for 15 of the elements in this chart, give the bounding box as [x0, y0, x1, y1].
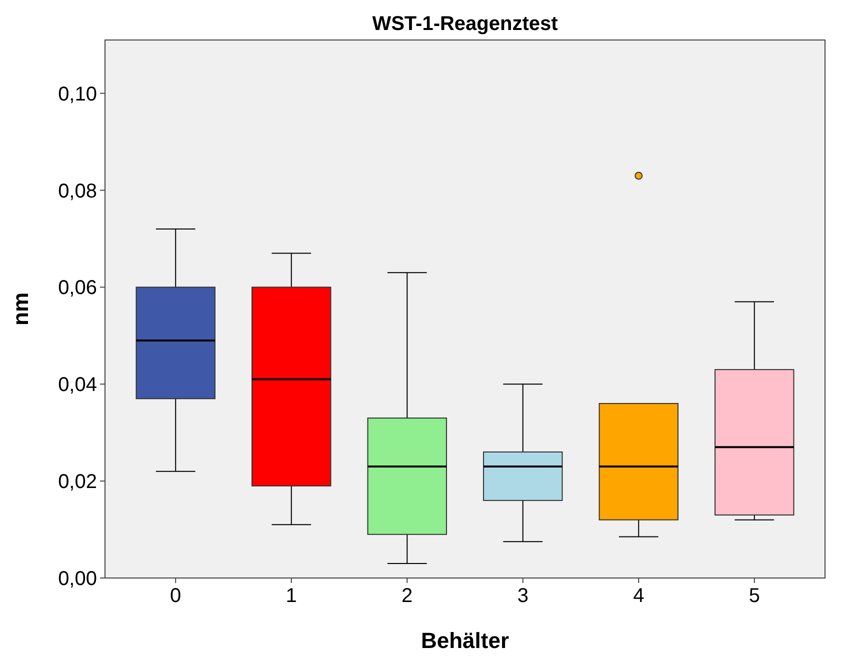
y-tick-label: 0,06 [58, 277, 97, 300]
x-tick-label: 0 [170, 585, 182, 607]
chart-title: WST-1-Reagenztest [372, 13, 558, 35]
y-tick-label: 0,02 [58, 471, 97, 494]
x-axis-title: Behälter [420, 628, 510, 653]
y-tick-label: 0,10 [58, 83, 97, 106]
y-tick-label: 0,00 [58, 568, 97, 590]
y-axis-title: nm [8, 292, 33, 326]
x-tick-label: 1 [286, 585, 297, 607]
y-tick-label: 0,04 [58, 374, 97, 396]
x-tick-label: 5 [748, 585, 760, 607]
x-tick-label: 4 [633, 585, 644, 607]
x-tick-label: 2 [402, 585, 413, 607]
y-tick-label: 0,08 [58, 180, 97, 202]
x-tick-label: 3 [517, 585, 528, 607]
